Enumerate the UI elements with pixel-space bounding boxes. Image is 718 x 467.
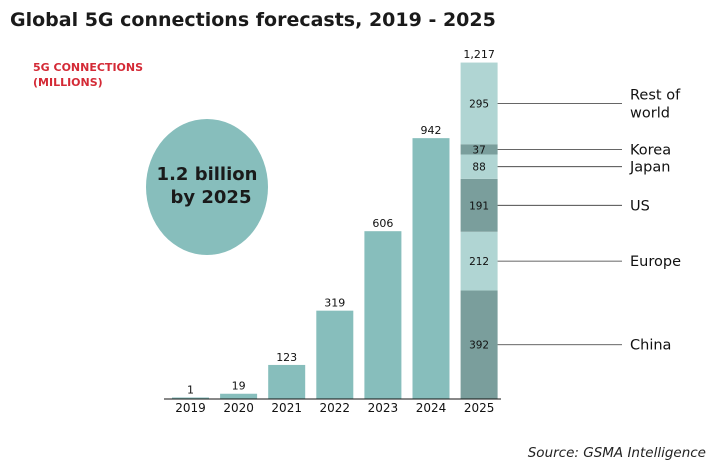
value-label-2021: 123 xyxy=(276,351,297,364)
segment-value-rest-of-world: 295 xyxy=(469,98,489,110)
segment-value-us: 191 xyxy=(469,200,489,212)
segment-value-europe: 212 xyxy=(469,256,489,268)
bar-2023 xyxy=(364,231,402,399)
x-tick-2023: 2023 xyxy=(368,401,399,415)
bar-2022 xyxy=(316,310,354,399)
segment-label-europe: Europe xyxy=(630,254,681,270)
segment-label-rest-of-world-2: world xyxy=(630,105,670,121)
segment-korea xyxy=(460,144,498,155)
segment-us xyxy=(460,178,498,232)
value-label-2019: 1 xyxy=(187,384,194,397)
annotation-badge xyxy=(146,119,268,255)
bar-2020 xyxy=(220,393,258,399)
segment-label-rest-of-world-1: Rest of xyxy=(630,87,681,103)
segment-value-china: 392 xyxy=(469,340,489,352)
x-tick-2025: 2025 xyxy=(464,401,495,415)
bars: 1 2019 19 2020 123 2021 319 2022 606 2023 942 2024 1… xyxy=(172,48,681,415)
y-axis-label-line-1: 5G CONNECTIONS xyxy=(33,61,143,74)
chart-title: Global 5G connections forecasts, 2019 - … xyxy=(10,9,496,31)
segment-label-japan: Japan xyxy=(629,160,670,176)
x-tick-2019: 2019 xyxy=(175,401,206,415)
value-label-2025: 1,217 xyxy=(463,48,495,61)
segment-label-korea: Korea xyxy=(630,142,671,158)
y-axis-label-line-2: (MILLIONS) xyxy=(33,76,103,89)
value-label-2023: 606 xyxy=(372,217,393,230)
x-tick-2021: 2021 xyxy=(271,401,302,415)
bar-2021 xyxy=(268,364,306,399)
annotation-line-2: by 2025 xyxy=(171,187,252,208)
segment-value-japan: 88 xyxy=(472,162,485,174)
value-label-2022: 319 xyxy=(324,297,345,310)
bar-2024 xyxy=(412,138,450,399)
segment-value-korea: 37 xyxy=(472,144,485,156)
bar-2019 xyxy=(172,397,209,399)
x-tick-2024: 2024 xyxy=(416,401,447,415)
segment-label-us: US xyxy=(630,198,650,214)
segment-china xyxy=(460,290,498,399)
x-tick-2022: 2022 xyxy=(320,401,351,415)
segment-rest-of-world xyxy=(460,62,498,145)
source-note: Source: GSMA Intelligence xyxy=(528,445,706,461)
segment-japan xyxy=(460,154,498,179)
segment-europe xyxy=(460,231,498,291)
x-tick-2020: 2020 xyxy=(223,401,254,415)
segment-label-china: China xyxy=(630,338,671,354)
value-label-2024: 942 xyxy=(421,124,442,137)
annotation-line-1: 1.2 billion xyxy=(157,164,258,185)
value-label-2020: 19 xyxy=(232,380,246,393)
